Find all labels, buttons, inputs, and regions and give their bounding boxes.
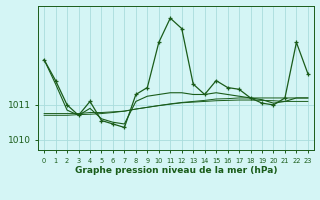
X-axis label: Graphe pression niveau de la mer (hPa): Graphe pression niveau de la mer (hPa) (75, 166, 277, 175)
